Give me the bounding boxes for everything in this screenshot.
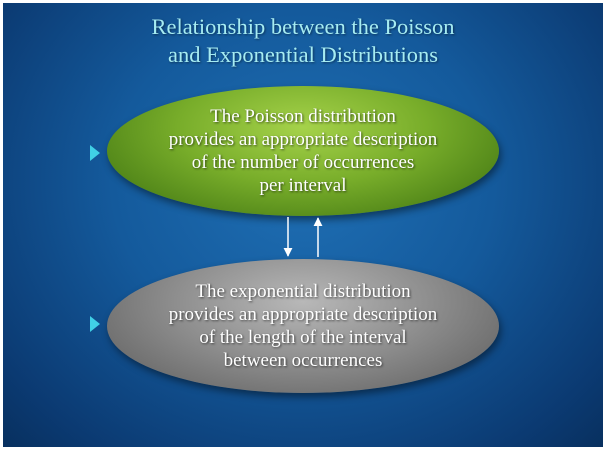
slide-title-line-1: Relationship between the Poisson [151,14,455,39]
exponential-ellipse: The exponential distribution provides an… [107,259,499,393]
exponential-line-3: of the length of the interval [199,327,407,348]
poisson-line-2: provides an appropriate description [168,129,438,150]
triangle-right-icon [90,316,100,332]
poisson-line-1: The Poisson distribution [210,106,396,127]
poisson-line-4: per interval [259,175,347,196]
slide-title: Relationship between the Poisson and Exp… [3,13,603,69]
poisson-ellipse: The Poisson distribution provides an app… [107,86,499,216]
bidirectional-arrows-icon [283,217,323,257]
slide: Relationship between the Poisson and Exp… [3,3,603,447]
exponential-line-1: The exponential distribution [195,281,411,302]
poisson-line-3: of the number of occurrences [191,152,415,173]
exponential-line-4: between occurrences [223,350,383,371]
triangle-right-icon [90,145,100,161]
exponential-text: The exponential distribution provides an… [169,280,438,372]
slide-title-line-2: and Exponential Distributions [168,42,438,67]
poisson-text: The Poisson distribution provides an app… [169,105,438,197]
exponential-line-2: provides an appropriate description [168,304,438,325]
